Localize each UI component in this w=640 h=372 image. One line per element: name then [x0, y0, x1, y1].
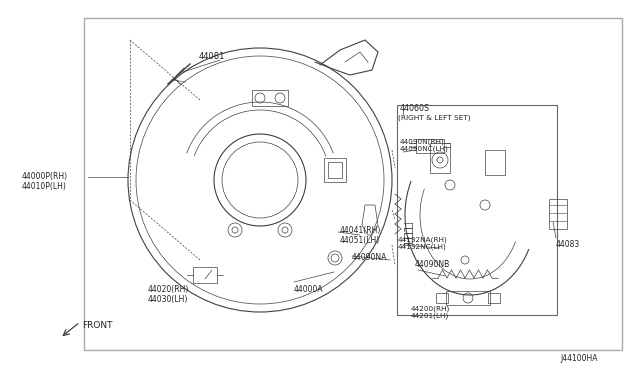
- Bar: [485, 150, 505, 175]
- Bar: [84, 18, 622, 350]
- Bar: [446, 291, 490, 305]
- Text: 44090NB: 44090NB: [415, 260, 451, 269]
- Bar: [252, 90, 288, 106]
- Text: J44100HA: J44100HA: [561, 354, 598, 363]
- Text: 44020(RH)
44030(LH): 44020(RH) 44030(LH): [148, 285, 189, 304]
- Text: 44000A: 44000A: [294, 285, 324, 294]
- Bar: [488, 293, 500, 303]
- Bar: [193, 267, 217, 283]
- Text: 44132NA(RH)
44132NC(LH): 44132NA(RH) 44132NC(LH): [398, 236, 448, 250]
- Bar: [549, 199, 567, 229]
- Text: 44060S: 44060S: [400, 104, 430, 113]
- Bar: [416, 139, 444, 153]
- Bar: [430, 143, 450, 173]
- Bar: [397, 105, 557, 315]
- Text: 44000P(RH)
44010P(LH): 44000P(RH) 44010P(LH): [22, 172, 68, 192]
- Text: 44090N(RH)
44090NC(LH): 44090N(RH) 44090NC(LH): [400, 138, 449, 152]
- Text: 44200(RH)
44201(LH): 44200(RH) 44201(LH): [410, 305, 450, 319]
- Text: FRONT: FRONT: [82, 321, 113, 330]
- Bar: [328, 162, 342, 178]
- Text: 44081: 44081: [199, 52, 225, 61]
- Text: 44041(RH)
44051(LH): 44041(RH) 44051(LH): [340, 226, 381, 246]
- Text: 44090NA: 44090NA: [352, 253, 387, 262]
- Bar: [436, 293, 448, 303]
- Bar: [324, 158, 346, 182]
- Text: 44083: 44083: [556, 240, 580, 249]
- Text: (RIGHT & LEFT SET): (RIGHT & LEFT SET): [398, 114, 470, 121]
